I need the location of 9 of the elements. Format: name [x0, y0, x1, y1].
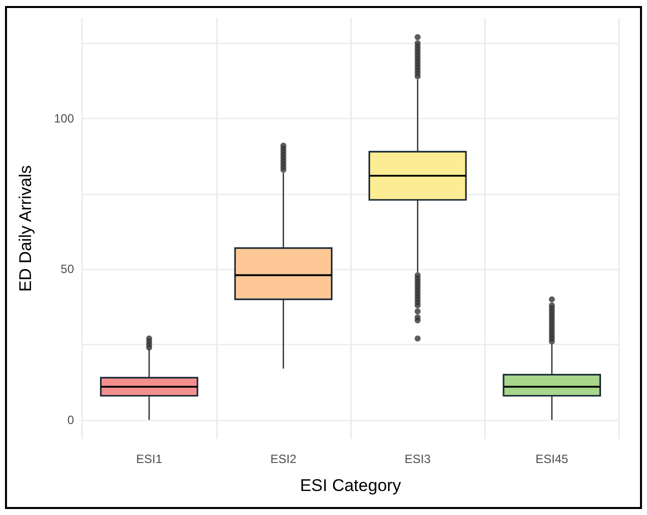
y-tick-label: 100	[54, 112, 74, 126]
x-tick-label: ESI1	[136, 452, 162, 466]
y-tick-label: 50	[60, 262, 74, 276]
x-axis-title: ESI Category	[300, 476, 402, 495]
x-tick-label: ESI2	[270, 452, 297, 466]
y-tick-label: 0	[67, 412, 74, 427]
x-tick-label: ESI3	[404, 452, 431, 466]
y-axis-title: ED Daily Arrivals	[16, 165, 35, 292]
x-tick-label: ESI45	[536, 452, 569, 466]
